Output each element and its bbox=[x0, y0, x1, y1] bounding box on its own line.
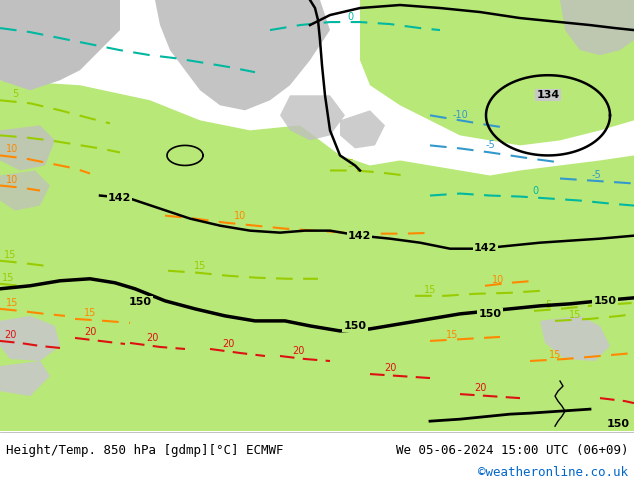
Text: 10: 10 bbox=[492, 275, 504, 285]
Text: 142: 142 bbox=[474, 243, 498, 253]
Text: 15: 15 bbox=[569, 310, 581, 320]
Text: 15: 15 bbox=[194, 261, 206, 271]
Polygon shape bbox=[560, 0, 634, 55]
Text: 15: 15 bbox=[84, 308, 96, 318]
Text: 142: 142 bbox=[108, 193, 131, 202]
Text: 134: 134 bbox=[536, 90, 560, 100]
Text: 20: 20 bbox=[222, 339, 234, 349]
Polygon shape bbox=[155, 0, 330, 110]
Text: 15: 15 bbox=[549, 350, 561, 360]
Polygon shape bbox=[0, 0, 120, 90]
Polygon shape bbox=[0, 125, 55, 171]
Polygon shape bbox=[0, 361, 50, 396]
Text: 15: 15 bbox=[424, 285, 436, 295]
Text: 0: 0 bbox=[532, 186, 538, 196]
Text: 15: 15 bbox=[2, 273, 14, 283]
Polygon shape bbox=[0, 80, 634, 431]
Text: 5: 5 bbox=[12, 89, 18, 99]
Text: 10: 10 bbox=[6, 174, 18, 185]
Polygon shape bbox=[280, 95, 345, 141]
Text: 20: 20 bbox=[4, 330, 16, 340]
Polygon shape bbox=[0, 171, 50, 211]
Polygon shape bbox=[350, 0, 634, 146]
Text: 142: 142 bbox=[348, 231, 372, 241]
Text: 10: 10 bbox=[234, 211, 246, 220]
Text: 15: 15 bbox=[4, 250, 16, 260]
Text: 10: 10 bbox=[6, 145, 18, 154]
Polygon shape bbox=[0, 316, 60, 361]
Text: 150: 150 bbox=[607, 419, 630, 429]
Text: 150: 150 bbox=[344, 321, 366, 331]
Text: 20: 20 bbox=[474, 383, 486, 393]
Text: ©weatheronline.co.uk: ©weatheronline.co.uk bbox=[478, 466, 628, 479]
Polygon shape bbox=[540, 316, 610, 361]
Text: We 05-06-2024 15:00 UTC (06+09): We 05-06-2024 15:00 UTC (06+09) bbox=[396, 444, 628, 457]
Text: 150: 150 bbox=[479, 309, 501, 319]
Text: -10: -10 bbox=[452, 110, 468, 121]
Text: 0: 0 bbox=[347, 12, 353, 22]
Text: Height/Temp. 850 hPa [gdmp][°C] ECMWF: Height/Temp. 850 hPa [gdmp][°C] ECMWF bbox=[6, 444, 283, 457]
Polygon shape bbox=[340, 110, 385, 148]
Text: 150: 150 bbox=[593, 296, 616, 306]
Text: 20: 20 bbox=[84, 327, 96, 337]
Text: -5: -5 bbox=[591, 171, 601, 180]
Text: 5: 5 bbox=[347, 159, 353, 170]
Text: 20: 20 bbox=[146, 333, 158, 343]
Text: 15: 15 bbox=[6, 298, 18, 308]
Text: -5: -5 bbox=[485, 141, 495, 150]
Text: 150: 150 bbox=[129, 297, 152, 307]
Text: 20: 20 bbox=[292, 346, 304, 356]
Text: 20: 20 bbox=[384, 363, 396, 373]
Text: 15: 15 bbox=[446, 330, 458, 340]
Text: 5: 5 bbox=[545, 300, 551, 310]
